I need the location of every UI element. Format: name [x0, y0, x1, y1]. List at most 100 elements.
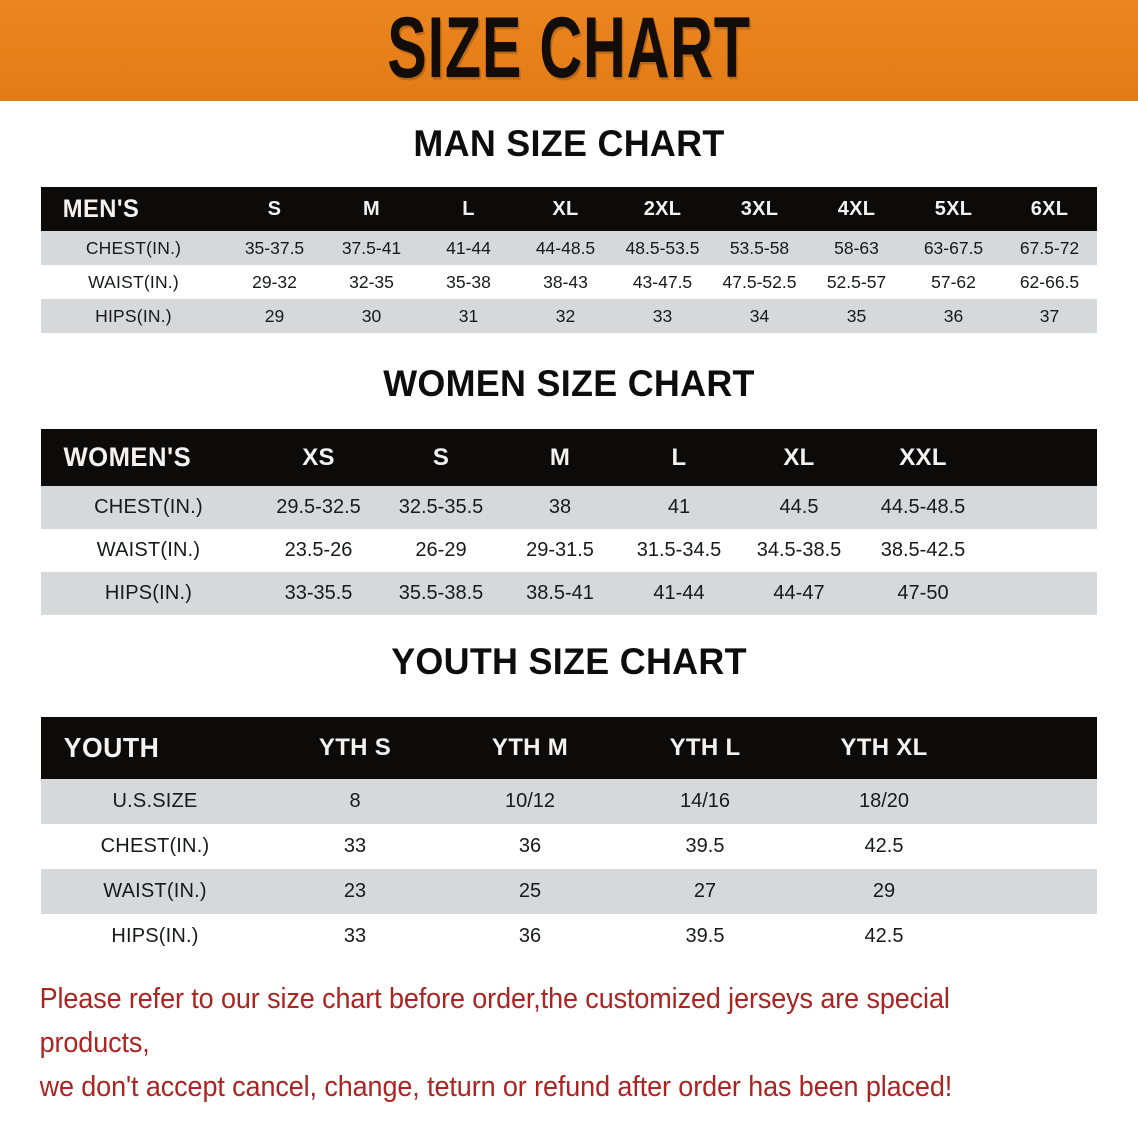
- table-cell: 41-44: [653, 582, 705, 604]
- table-cell: 47-50: [897, 582, 949, 604]
- table-cell: 39.5: [685, 835, 725, 857]
- table-cell: 23.5-26: [284, 539, 353, 561]
- table-cell: 35: [846, 305, 867, 326]
- table-cell: 47.5-52.5: [722, 271, 797, 292]
- men-col-5xl: 5XL: [905, 187, 1002, 231]
- table-cell: 62-66.5: [1019, 271, 1080, 292]
- women-col-l: L: [619, 429, 739, 486]
- table-cell: 39.5: [685, 925, 725, 947]
- table-cell: 31.5-34.5: [636, 539, 722, 561]
- table-cell: 33: [652, 305, 673, 326]
- women-size-table-wrap: WOMEN'S XS S M L XL XXL CHEST(IN.) 29.5-…: [41, 429, 1097, 615]
- table-cell: 44.5-48.5: [880, 496, 966, 518]
- women-row-label-hips: HIPS(IN.): [104, 582, 193, 604]
- men-corner-label: MEN'S: [45, 187, 222, 231]
- table-row: CHEST(IN.) 35-37.5 37.5-41 41-44 44-48.5…: [41, 231, 1097, 265]
- table-cell: 32.5-35.5: [398, 496, 484, 518]
- women-col-s: S: [381, 429, 501, 486]
- women-section-title: WOMEN SIZE CHART: [383, 363, 755, 404]
- table-cell: 29.5-32.5: [276, 496, 361, 518]
- table-cell: 29-32: [252, 271, 297, 292]
- table-cell: 32-35: [349, 271, 394, 292]
- table-cell: 36: [943, 305, 964, 326]
- men-size-table: MEN'S S M L XL 2XL 3XL 4XL 5XL 6XL CHEST…: [41, 187, 1097, 333]
- table-cell: 42.5: [864, 925, 904, 947]
- table-cell: 38.5-42.5: [880, 539, 966, 561]
- table-cell: 63-67.5: [923, 237, 984, 258]
- table-cell: 30: [361, 305, 382, 326]
- table-cell-empty: [987, 529, 1097, 572]
- table-row: WAIST(IN.) 23.5-26 26-29 29-31.5 31.5-34…: [41, 529, 1097, 572]
- table-cell: 42.5: [864, 835, 904, 857]
- table-cell: 44-47: [773, 582, 825, 604]
- table-cell: 35.5-38.5: [398, 582, 484, 604]
- men-table-header-row: MEN'S S M L XL 2XL 3XL 4XL 5XL 6XL: [41, 187, 1097, 231]
- table-cell: 26-29: [415, 539, 467, 561]
- table-row: CHEST(IN.) 29.5-32.5 32.5-35.5 38 41 44.…: [41, 486, 1097, 529]
- youth-corner-label: YOUTH: [46, 717, 264, 779]
- table-row: HIPS(IN.) 33-35.5 35.5-38.5 38.5-41 41-4…: [41, 572, 1097, 615]
- men-section-title: MAN SIZE CHART: [413, 123, 725, 164]
- table-row: HIPS(IN.) 33 36 39.5 42.5: [41, 914, 1097, 959]
- women-row-label-waist: WAIST(IN.): [96, 539, 201, 561]
- table-cell: 27: [693, 880, 717, 902]
- order-disclaimer: Please refer to our size chart before or…: [34, 977, 1029, 1109]
- table-cell: 53.5-58: [729, 237, 790, 258]
- table-cell: 37: [1039, 305, 1060, 326]
- youth-table-header-row: YOUTH YTH S YTH M YTH L YTH XL: [41, 717, 1097, 779]
- table-cell: 23: [343, 880, 367, 902]
- table-cell: 38-43: [543, 271, 588, 292]
- men-row-label-chest: CHEST(IN.): [85, 237, 182, 258]
- men-col-xl: XL: [517, 187, 614, 231]
- youth-col-yth-s: YTH S: [269, 717, 441, 779]
- table-cell: 52.5-57: [826, 271, 887, 292]
- women-table-header-row: WOMEN'S XS S M L XL XXL: [41, 429, 1097, 486]
- youth-row-label-chest: CHEST(IN.): [100, 835, 210, 857]
- women-col-m: M: [501, 429, 619, 486]
- table-cell: 25: [518, 880, 542, 902]
- table-cell-empty: [987, 486, 1097, 529]
- table-cell: 41-44: [446, 237, 491, 258]
- table-cell: 34.5-38.5: [756, 539, 842, 561]
- table-cell: 33-35.5: [284, 582, 353, 604]
- youth-row-label-us-size: U.S.SIZE: [112, 790, 198, 812]
- table-cell: 29: [264, 305, 285, 326]
- table-cell: 29: [872, 880, 896, 902]
- men-col-m: M: [323, 187, 420, 231]
- youth-size-table-wrap: YOUTH YTH S YTH M YTH L YTH XL U.S.SIZE …: [41, 717, 1097, 959]
- table-cell: 37.5-41: [341, 237, 402, 258]
- table-cell: 44-48.5: [535, 237, 596, 258]
- table-row: U.S.SIZE 8 10/12 14/16 18/20: [41, 779, 1097, 824]
- disclaimer-line-2: we don't accept cancel, change, teturn o…: [39, 1071, 953, 1103]
- men-col-6xl: 6XL: [1002, 187, 1097, 231]
- table-cell: 43-47.5: [632, 271, 693, 292]
- men-col-3xl: 3XL: [711, 187, 808, 231]
- table-row: WAIST(IN.) 29-32 32-35 35-38 38-43 43-47…: [41, 265, 1097, 299]
- youth-col-yth-m: YTH M: [441, 717, 619, 779]
- disclaimer-line-1: Please refer to our size chart before or…: [39, 983, 950, 1059]
- youth-col-yth-l: YTH L: [619, 717, 791, 779]
- table-cell: 38: [548, 496, 572, 518]
- table-cell: 29-31.5: [526, 539, 594, 561]
- youth-section-title: YOUTH SIZE CHART: [391, 641, 747, 682]
- women-corner-label: WOMEN'S: [46, 429, 251, 486]
- table-cell: 35-38: [446, 271, 491, 292]
- men-col-s: S: [226, 187, 323, 231]
- men-col-2xl: 2XL: [614, 187, 711, 231]
- men-col-4xl: 4XL: [808, 187, 905, 231]
- table-cell: 36: [518, 835, 542, 857]
- page-banner: SIZE CHART: [0, 0, 1138, 101]
- table-cell: 33: [343, 835, 367, 857]
- men-size-table-wrap: MEN'S S M L XL 2XL 3XL 4XL 5XL 6XL CHEST…: [41, 187, 1097, 333]
- table-cell-empty: [977, 779, 1097, 824]
- table-cell-empty: [977, 869, 1097, 914]
- table-cell: 31: [458, 305, 479, 326]
- table-cell: 44.5: [779, 496, 819, 518]
- table-cell: 48.5-53.5: [625, 237, 700, 258]
- table-cell: 10/12: [504, 790, 556, 812]
- table-cell: 35-37.5: [244, 237, 305, 258]
- table-row: CHEST(IN.) 33 36 39.5 42.5: [41, 824, 1097, 869]
- table-row: WAIST(IN.) 23 25 27 29: [41, 869, 1097, 914]
- men-row-label-waist: WAIST(IN.): [88, 271, 179, 292]
- women-col-xl: XL: [739, 429, 859, 486]
